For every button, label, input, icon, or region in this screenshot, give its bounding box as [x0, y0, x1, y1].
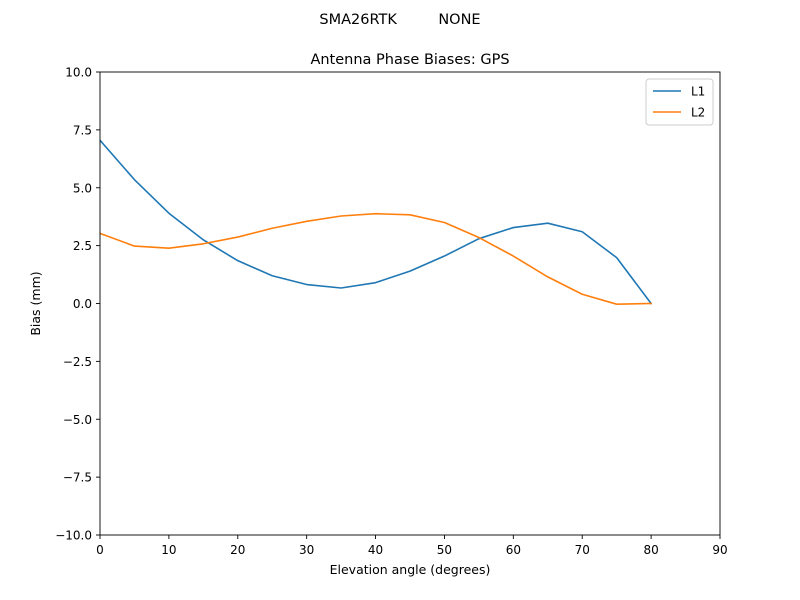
y-tick-label: 5.0	[73, 181, 92, 195]
x-tick-label: 90	[712, 543, 727, 557]
y-tick-label: −5.0	[63, 413, 92, 427]
y-tick-label: −2.5	[63, 355, 92, 369]
x-axis-label: Elevation angle (degrees)	[330, 562, 491, 577]
plot-area: 0 10 20 30 40 50 60 70 80 90 −10.0 −7.5 −5.0 −2.5 0.0 2…	[55, 66, 727, 558]
x-tick-label: 80	[643, 543, 658, 557]
x-tick-label: 0	[96, 543, 104, 557]
y-tick-label: −10.0	[55, 529, 92, 543]
x-tick-label: 10	[161, 543, 176, 557]
x-tick-label: 30	[299, 543, 314, 557]
legend-label-l1: L1	[691, 85, 705, 99]
series-line-l1	[100, 139, 653, 305]
x-tick-label: 40	[368, 543, 383, 557]
y-tick-label: −7.5	[63, 471, 92, 485]
x-tick-label: 70	[575, 543, 590, 557]
x-tick-label: 50	[437, 543, 452, 557]
chart-title: Antenna Phase Biases: GPS	[310, 52, 509, 68]
x-tick-label: 60	[506, 543, 521, 557]
y-tick-label: 0.0	[73, 297, 92, 311]
y-tick-label: 7.5	[73, 123, 92, 137]
y-tick-label: 10.0	[65, 66, 92, 80]
legend: L1 L2	[645, 78, 714, 126]
legend-label-l2: L2	[691, 106, 705, 120]
y-tick-label: 2.5	[73, 239, 92, 253]
y-axis-label: Bias (mm)	[28, 271, 43, 335]
series-line-l2	[100, 212, 652, 305]
x-tick-label: 20	[230, 543, 245, 557]
figure-suptitle: SMA26RTK NONE	[319, 12, 480, 28]
